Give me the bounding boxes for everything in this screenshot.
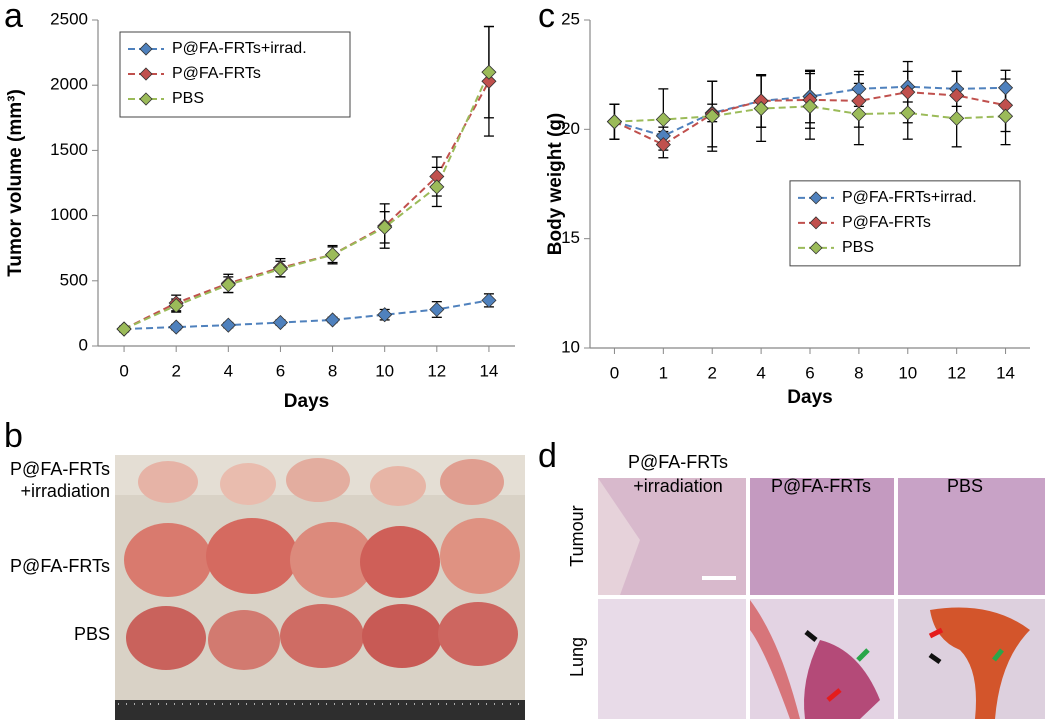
x-tick-label: 14 [996, 363, 1015, 382]
data-point [429, 301, 445, 318]
series-line [123, 71, 490, 330]
legend-label: P@FA-FRTs [172, 65, 261, 82]
x-axis-label: Days [284, 391, 329, 412]
x-tick-label: 12 [427, 361, 446, 380]
data-point [168, 298, 184, 314]
data-point [900, 84, 916, 100]
row-label: P@FA-FRTs [10, 556, 110, 576]
legend-label: P@FA-FRTs [842, 214, 931, 231]
y-tick-label: 15 [561, 228, 580, 247]
data-point [655, 111, 671, 128]
data-point [377, 307, 393, 323]
y-tick-label: 500 [60, 270, 88, 289]
x-tick-label: 4 [224, 361, 233, 380]
x-tick-label: 10 [898, 363, 917, 382]
x-tick-label: 12 [947, 363, 966, 382]
y-axis-label: Body weight (g) [545, 113, 566, 255]
data-point [802, 98, 818, 114]
x-tick-label: 1 [659, 363, 668, 382]
data-point [272, 261, 289, 277]
column-label: P@FA-FRTs [771, 476, 871, 496]
legend-label: P@FA-FRTs+irrad. [172, 40, 307, 57]
x-tick-label: 0 [119, 361, 128, 380]
legend-label: PBS [172, 90, 204, 107]
x-tick-label: 6 [276, 361, 285, 380]
data-point [116, 321, 132, 337]
y-tick-label: 2500 [50, 9, 88, 28]
data-point [900, 105, 916, 121]
tumor-photo [115, 455, 525, 720]
x-tick-label: 4 [756, 363, 765, 382]
data-point [220, 317, 236, 333]
data-point [704, 108, 720, 124]
x-tick-label: 2 [171, 361, 180, 380]
y-tick-label: 2000 [50, 75, 88, 94]
row-label: Tumour [567, 505, 587, 566]
data-point [324, 312, 341, 328]
data-point [655, 137, 671, 153]
data-point [220, 277, 236, 293]
x-tick-label: 8 [854, 363, 863, 382]
y-tick-label: 20 [561, 119, 580, 138]
histology-images [598, 478, 1045, 719]
panel-letter: d [538, 437, 557, 475]
panel-letter: b [4, 417, 23, 455]
x-tick-label: 2 [707, 363, 716, 382]
x-tick-label: 8 [328, 361, 337, 380]
y-tick-label: 1000 [50, 205, 88, 224]
y-tick-label: 25 [561, 9, 580, 28]
series-line [124, 299, 490, 331]
legend-marker [809, 216, 823, 230]
legend-marker [139, 42, 153, 56]
column-label: +irradiation [633, 476, 723, 496]
series-line [123, 80, 490, 330]
legend-marker [139, 67, 153, 81]
row-label: +irradiation [20, 481, 110, 501]
y-axis-label: Tumor volume (mm³) [5, 89, 26, 277]
data-point [168, 319, 184, 335]
data-point [481, 73, 497, 89]
legend-box [119, 31, 351, 118]
data-point [481, 64, 497, 80]
column-label: PBS [947, 476, 983, 496]
legend-box [789, 180, 1021, 267]
data-point [949, 110, 965, 126]
y-tick-label: 1500 [50, 140, 88, 159]
y-tick-label: 10 [561, 337, 580, 356]
row-label: PBS [74, 624, 110, 644]
data-point [272, 314, 289, 331]
x-tick-label: 10 [375, 361, 394, 380]
data-point [606, 114, 623, 130]
x-tick-label: 14 [479, 361, 498, 380]
y-tick-label: 0 [79, 335, 88, 354]
data-point [753, 100, 769, 117]
data-point [949, 87, 965, 104]
row-label: P@FA-FRTs [10, 459, 110, 479]
x-tick-label: 0 [610, 363, 619, 382]
legend-marker [139, 92, 153, 106]
data-point [997, 108, 1014, 124]
x-tick-label: 6 [805, 363, 814, 382]
column-label: P@FA-FRTs [628, 452, 728, 472]
data-point [851, 106, 867, 122]
data-point [377, 219, 393, 235]
panel-letter: c [538, 0, 555, 35]
data-point [429, 179, 445, 195]
legend: P@FA-FRTs+irrad. P@FA-FRTs PBS [789, 180, 1021, 267]
legend-label: PBS [842, 239, 874, 256]
legend-marker [809, 241, 823, 255]
data-point [481, 292, 497, 308]
data-point [324, 247, 341, 263]
data-point [997, 80, 1014, 96]
legend: P@FA-FRTs+irrad. P@FA-FRTs PBS [119, 31, 351, 118]
legend-label: P@FA-FRTs+irrad. [842, 189, 977, 206]
legend-marker [809, 191, 823, 205]
panel-letter: a [4, 0, 23, 35]
x-axis-label: Days [787, 387, 832, 408]
row-label: Lung [567, 637, 587, 677]
